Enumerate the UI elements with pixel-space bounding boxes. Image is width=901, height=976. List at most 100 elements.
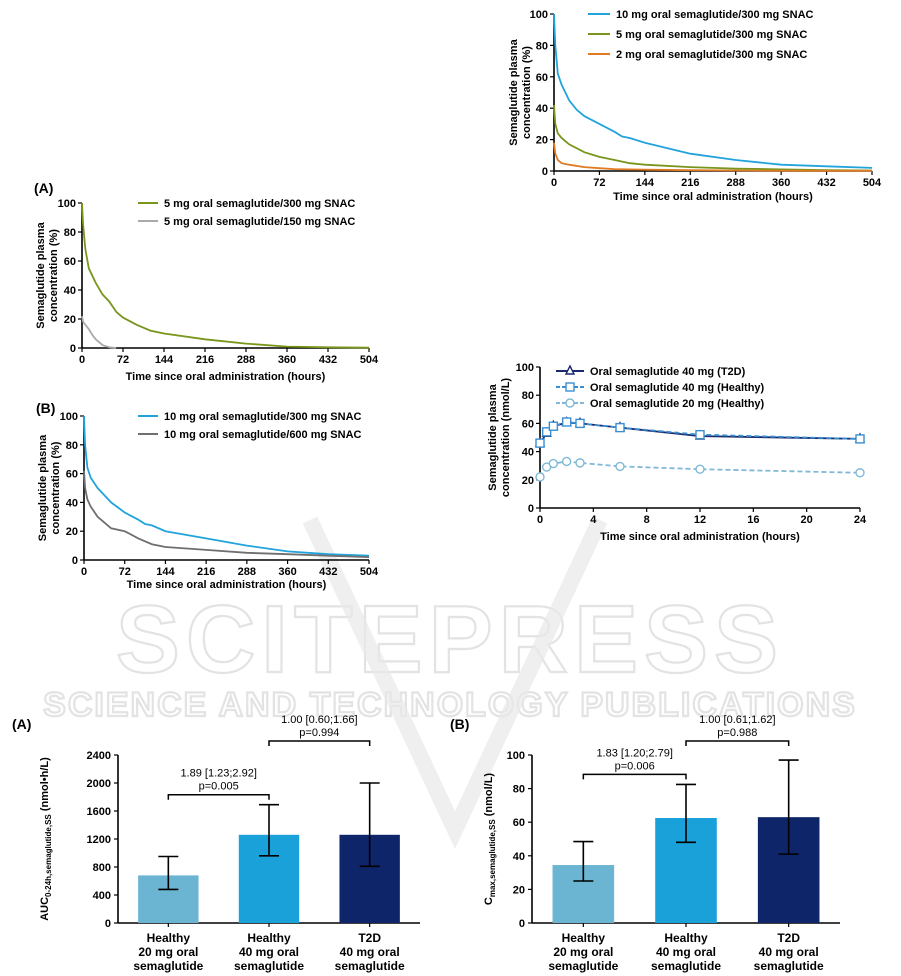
comparison-bracket (268, 740, 371, 746)
y-axis-label-subscript: 0-24h,semaglutide,SS (44, 814, 53, 897)
x-tick-label: 24 (854, 514, 867, 526)
category-label: T2D (777, 931, 800, 945)
comparison-pvalue: p=0.988 (717, 727, 757, 739)
data-point (548, 421, 559, 431)
x-tick-label: 72 (593, 177, 605, 189)
category-label: 40 mg oral (759, 945, 819, 959)
data-point (695, 464, 705, 474)
watermark-line1: SCITEPRESS (116, 586, 784, 693)
y-tick-label: 40 (66, 497, 78, 509)
category-label: 20 mg oral (553, 945, 613, 959)
x-tick-label: 288 (238, 566, 256, 578)
legend-label: 5 mg oral semaglutide/300 mg SNAC (616, 29, 807, 41)
y-tick-label: 0 (70, 343, 76, 355)
category-label: semaglutide (335, 959, 405, 973)
y-tick-label: 20 (66, 526, 78, 538)
category-label: 20 mg oral (138, 945, 198, 959)
comparison-bracket (582, 773, 687, 780)
series-line (539, 460, 861, 478)
y-axis-label-main: AUC (39, 897, 51, 921)
category-label: Healthy (147, 931, 191, 945)
y-axis-label-line: concentration (nmol/L) (500, 378, 512, 498)
category-label: semaglutide (133, 959, 203, 973)
category-label: Healthy (247, 931, 291, 945)
panel-label: (B) (36, 400, 55, 416)
watermark-v-mark (302, 516, 608, 849)
x-tick-label: 144 (155, 354, 174, 366)
x-tick-label: 432 (319, 354, 337, 366)
data-point (615, 422, 625, 433)
comparison-ratio: 1.00 [0.60;1.66] (281, 714, 357, 726)
category-label: 40 mg oral (340, 945, 400, 959)
series-1: 10 mg oral semaglutide/300 mg SNAC (553, 9, 873, 169)
x-tick-label: 504 (863, 177, 882, 189)
y-tick-label: 80 (64, 227, 76, 239)
comparison-ratio: 1.83 [1.20;2.79] (596, 747, 672, 759)
x-tick-label: 8 (644, 514, 650, 526)
y-axis-label: AUC0-24h,semaglutide,SS (nmol•h/L) (39, 757, 53, 921)
x-tick-label: 20 (801, 514, 813, 526)
y-tick-label: 80 (513, 784, 525, 796)
y-tick-label: 0 (105, 918, 111, 930)
x-tick-label: 288 (237, 354, 255, 366)
chart-bar-B: (B) 0 20 40 60 80 100 Cmax,semaglutide,SS (nmol… (450, 714, 840, 973)
y-tick-label: 80 (66, 440, 78, 452)
chart-bar-A: (A) 0 400 800 1200 1600 2000 2400 AUC0-24h,semag… (12, 714, 420, 973)
comparison-ratio: 1.00 [0.61;1.62] (699, 714, 775, 726)
y-tick-label: 2400 (87, 750, 111, 762)
comparison-pvalue: p=0.006 (615, 760, 655, 772)
y-tick-label: 0 (72, 555, 78, 567)
y-tick-label: 60 (536, 72, 548, 84)
x-tick-label: 12 (694, 514, 706, 526)
legend-label: 5 mg oral semaglutide/150 mg SNAC (164, 216, 355, 228)
x-tick-label: 144 (156, 566, 175, 578)
y-tick-label: 20 (536, 135, 548, 147)
x-axis-label: Time since oral administration (hours) (126, 371, 326, 383)
y-axis-label-line: Semaglutide plasma (35, 221, 47, 328)
y-tick-label: 1200 (87, 834, 111, 846)
y-tick-label: 20 (64, 314, 76, 326)
x-axis-label: Time since oral administration (hours) (613, 191, 813, 203)
x-tick-label: 144 (636, 177, 655, 189)
y-tick-label: 80 (522, 390, 534, 402)
data-point (855, 468, 865, 478)
series-2: 5 mg oral semaglutide/300 mg SNAC (553, 29, 873, 172)
chart-left-A: (A) 0 20 40 60 80 100 0 72 144 216 288 360 432 504 Time… (34, 180, 379, 383)
panel-label: (A) (12, 716, 31, 732)
y-tick-label: 100 (507, 750, 525, 762)
y-axis-label-line: concentration (%) (521, 46, 533, 139)
y-tick-label: 60 (522, 418, 534, 430)
y-axis-label-subscript: max,semaglutide,SS (488, 819, 497, 897)
comparison-ratio: 1.89 [1.23;2.92] (180, 768, 256, 780)
series-line (553, 142, 872, 172)
y-axis-label: Semaglutide plasmaconcentration (%) (508, 38, 533, 145)
series-line (81, 315, 117, 349)
category-label: 40 mg oral (239, 945, 299, 959)
x-tick-label: 0 (551, 177, 557, 189)
series-line (83, 415, 370, 557)
legend-label: 10 mg oral semaglutide/300 mg SNAC (616, 9, 814, 21)
data-point (575, 458, 585, 468)
y-axis-label-line: Semaglutide plasma (487, 383, 499, 490)
comparison-1: 1.83 [1.20;2.79]p=0.006 (582, 747, 687, 780)
x-tick-label: 360 (278, 566, 296, 578)
y-axis-label: Semaglutide plasmaconcentration (nmol/L) (487, 378, 512, 498)
y-axis-label-line: concentration (%) (50, 441, 62, 534)
series-line (83, 470, 370, 558)
y-axis-label: Cmax,semaglutide,SS (nmol/L) (483, 773, 497, 906)
legend-label: 10 mg oral semaglutide/300 mg SNAC (164, 411, 362, 423)
series-3: Oral semaglutide 20 mg (Healthy) (535, 398, 865, 482)
x-tick-label: 216 (681, 177, 699, 189)
x-tick-label: 216 (196, 354, 214, 366)
y-tick-label: 400 (93, 890, 111, 902)
x-tick-label: 0 (81, 566, 87, 578)
x-tick-label: 360 (278, 354, 296, 366)
x-axis-label: Time since oral administration (hours) (600, 531, 800, 543)
data-point (561, 456, 572, 467)
y-tick-label: 60 (66, 469, 78, 481)
y-tick-label: 20 (522, 475, 534, 487)
